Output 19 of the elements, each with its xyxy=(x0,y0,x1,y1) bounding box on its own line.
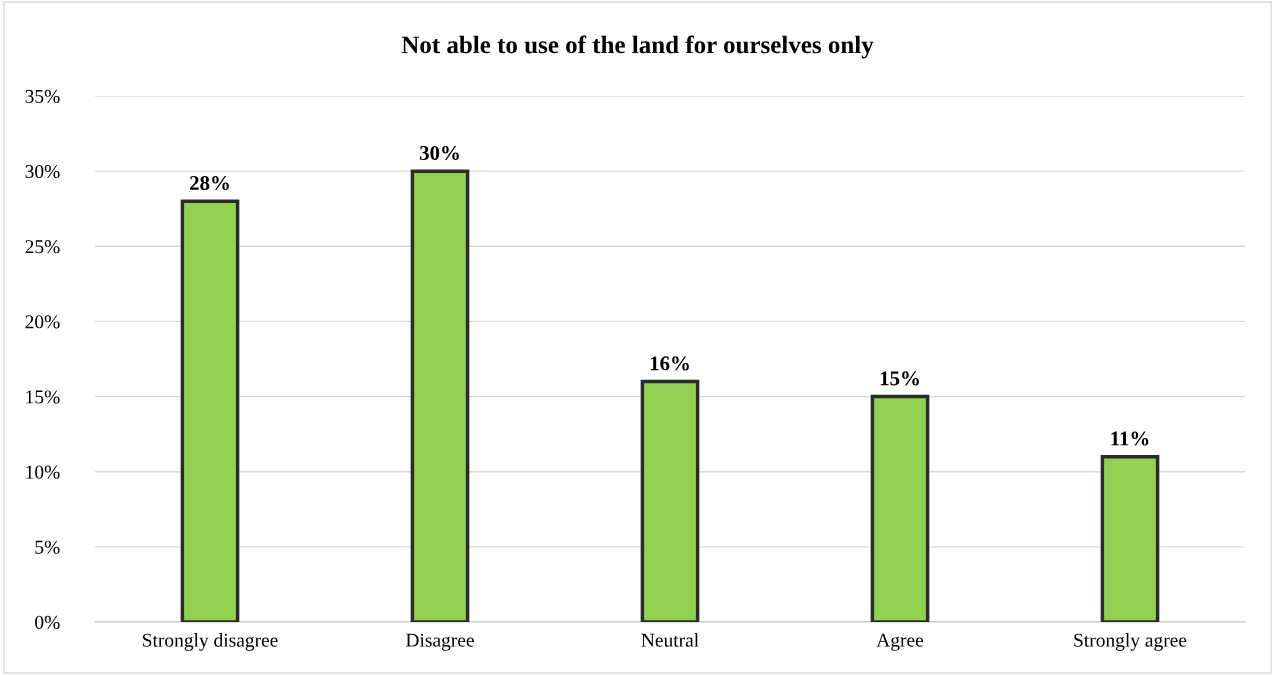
data-label: 15% xyxy=(880,371,919,386)
y-tick-label: 25% xyxy=(25,240,60,254)
x-tick-label: Strongly agree xyxy=(1074,633,1187,651)
y-tick-label: 20% xyxy=(25,315,60,329)
y-tick-label: 35% xyxy=(25,89,60,103)
chart-title: Not able to use of the land for ourselves only xyxy=(401,35,874,59)
data-label: 16% xyxy=(650,356,689,371)
data-label: 11% xyxy=(1111,431,1149,446)
x-tick-label: Disagree xyxy=(406,633,474,651)
y-tick-label: 30% xyxy=(25,164,60,179)
y-tick-label: 10% xyxy=(26,465,60,479)
y-tick-label: 5% xyxy=(35,540,60,554)
x-tick-label: Neutral xyxy=(641,633,699,647)
x-tick-label: Agree xyxy=(876,633,924,651)
data-label: 30% xyxy=(419,145,459,161)
y-tick-label: 0% xyxy=(35,615,60,629)
data-label: 28% xyxy=(190,175,229,191)
y-tick-label: 15% xyxy=(26,390,60,404)
x-tick-label: Strongly disagree xyxy=(142,633,278,651)
